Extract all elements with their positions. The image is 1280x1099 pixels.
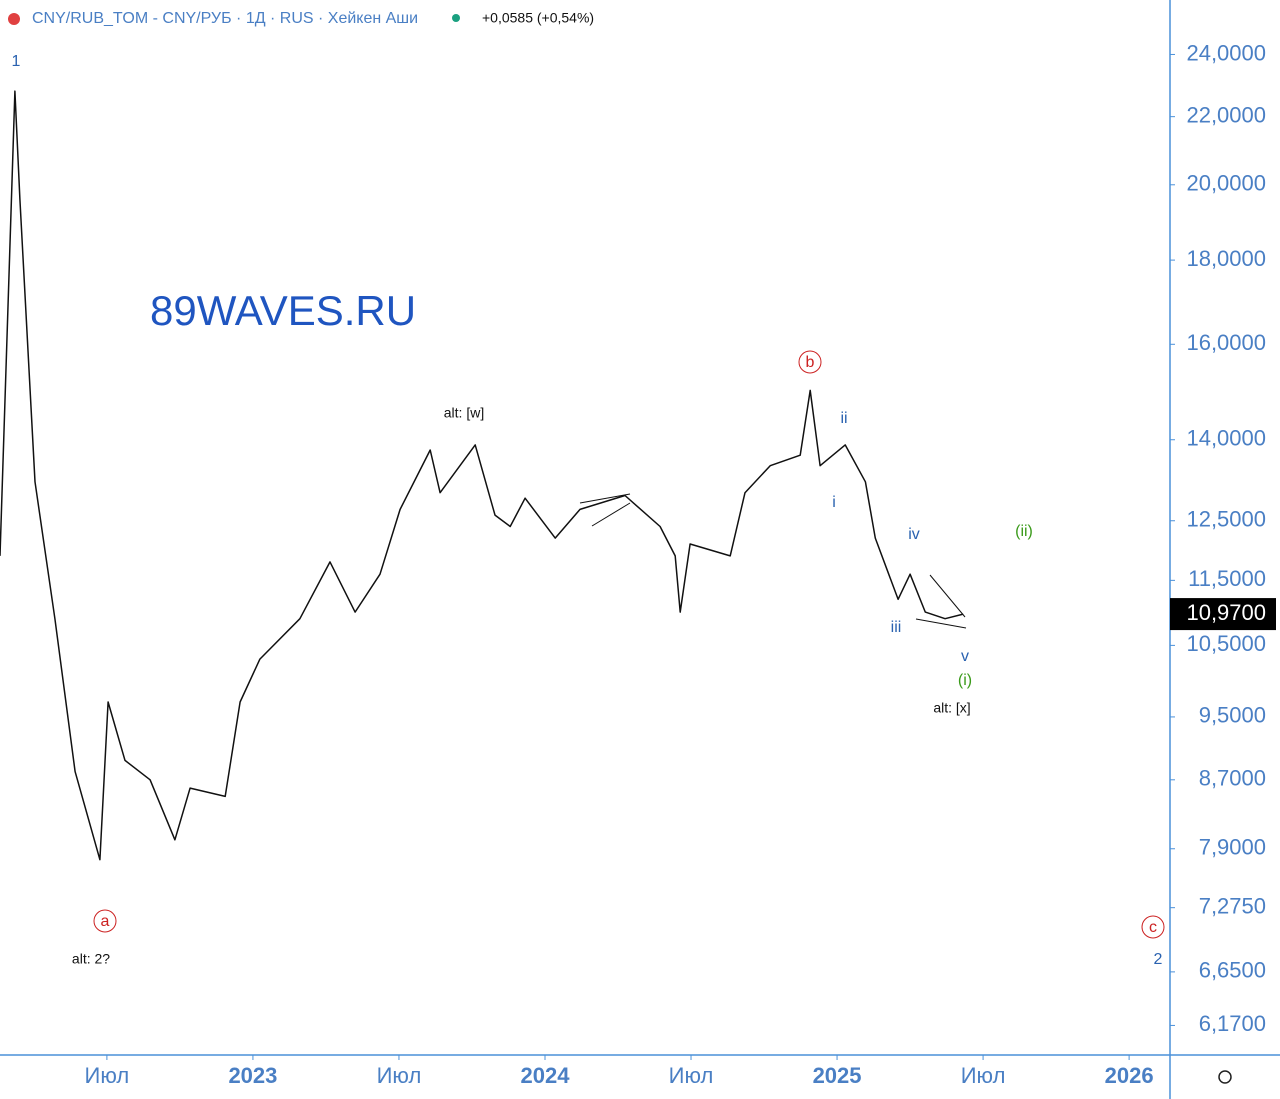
y-tick-label: 8,7000: [1199, 766, 1266, 791]
y-tick-label: 14,0000: [1186, 426, 1266, 451]
wave-label: v: [961, 648, 969, 665]
y-tick-label: 11,5000: [1188, 566, 1266, 591]
wave-label: c: [1149, 919, 1157, 936]
circle: [1141, 915, 1165, 939]
x-tick-label: Июл: [961, 1063, 1006, 1088]
y-tick-label: 9,5000: [1199, 703, 1266, 728]
circle: [93, 909, 117, 933]
watermark: 89WAVES.RU: [150, 287, 416, 334]
wave-label: ii: [840, 410, 847, 427]
pattern-line: [579, 493, 631, 504]
wave-label: (ii): [1015, 523, 1033, 540]
settings-icon[interactable]: [1218, 1070, 1232, 1084]
price-line: [0, 90, 964, 861]
pattern-line: [591, 502, 631, 527]
pattern-line: [915, 618, 967, 629]
x-tick-label: 2024: [521, 1063, 571, 1088]
wave-label: alt: 2?: [72, 951, 110, 967]
y-tick-label: 22,0000: [1186, 102, 1266, 127]
wave-label: b: [806, 354, 815, 371]
wave-label: alt: [x]: [933, 700, 970, 716]
y-tick-label: 7,9000: [1199, 835, 1266, 860]
y-tick-label: 20,0000: [1186, 171, 1266, 196]
settings-ring[interactable]: [1218, 1070, 1232, 1084]
x-tick-label: Июл: [377, 1063, 422, 1088]
wave-label: 2: [1154, 951, 1163, 968]
symbol-icon: [8, 13, 20, 25]
annotations: 1 alt: [w] b ii i iv (ii) iii v (i) alt:…: [12, 53, 1165, 968]
x-tick-label: Июл: [669, 1063, 714, 1088]
wave-label: iv: [908, 526, 920, 543]
x-tick-label: 2026: [1105, 1063, 1154, 1088]
x-tick-label: 2023: [228, 1063, 277, 1088]
last-price-box: [1170, 598, 1276, 631]
y-tick-label: 10,5000: [1186, 631, 1266, 656]
y-tick-label: 18,0000: [1186, 246, 1266, 271]
wave-label: (i): [958, 672, 972, 689]
circle: [798, 350, 822, 374]
y-tick-label: 24,0000: [1186, 40, 1266, 65]
x-tick-label: 2025: [813, 1063, 862, 1088]
pattern-line: [929, 574, 966, 618]
chart-title: CNY/RUB_TOM - CNY/РУБ · 1Д · RUS · Хейке…: [32, 10, 418, 27]
y-tick-label: 16,0000: [1186, 330, 1266, 355]
status-dot: [452, 14, 460, 22]
wave-label: 1: [12, 53, 21, 70]
wave-label: i: [832, 494, 836, 511]
wave-label: alt: [w]: [444, 405, 484, 421]
last-price-label: 10,9700: [1186, 600, 1266, 625]
x-tick-label: Июл: [85, 1063, 130, 1088]
wave-label: a: [101, 913, 110, 930]
change: +0,0585 (+0,54%): [482, 10, 594, 26]
wave-label: iii: [891, 619, 902, 636]
y-tick-label: 7,2750: [1199, 893, 1266, 918]
y-tick-label: 12,5000: [1186, 507, 1266, 532]
y-tick-label: 6,1700: [1199, 1011, 1266, 1036]
y-tick-label: 6,6500: [1199, 958, 1266, 983]
